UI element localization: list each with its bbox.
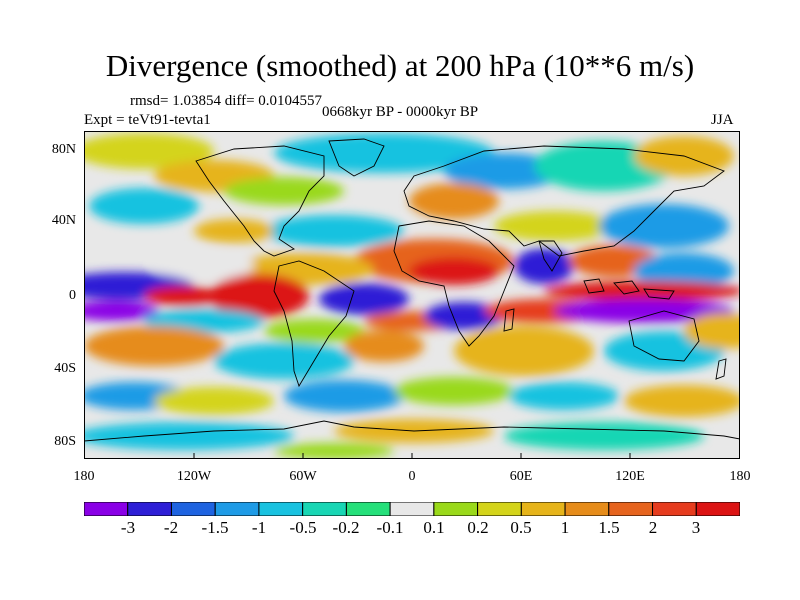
lon-label-120e: 120E xyxy=(615,469,645,484)
colorbar-swatch xyxy=(127,502,172,516)
colorbar-swatch xyxy=(170,502,216,516)
experiment-label: Expt = teVt91-tevta1 xyxy=(84,112,211,128)
plot-title: Divergence (smoothed) at 200 hPa (10**6 … xyxy=(105,48,695,83)
india-outline xyxy=(538,240,563,272)
colorbar-swatch xyxy=(477,502,522,516)
lon-label-60w: 60W xyxy=(289,469,317,484)
new-zealand-outline xyxy=(715,358,727,380)
colorbar-swatch xyxy=(389,502,435,516)
madagascar-outline xyxy=(503,308,515,332)
lon-label-60e: 60E xyxy=(509,469,533,484)
colorbar xyxy=(84,502,740,516)
colorbar-label: -1 xyxy=(251,518,267,537)
colorbar-label: -0.1 xyxy=(376,518,404,537)
rmsd-diff-stats: rmsd= 1.03854 diff= 0.0104557 xyxy=(130,93,323,109)
lon-label-0: 0 xyxy=(408,469,416,484)
colorbar-swatch xyxy=(564,502,610,516)
colorbar-swatch xyxy=(433,502,479,516)
colorbar-swatch xyxy=(652,502,697,516)
south-america-outline xyxy=(273,260,355,388)
north-america-outline xyxy=(195,145,325,257)
continent-outlines xyxy=(84,138,740,442)
lat-label-40n: 40N xyxy=(51,213,76,228)
colorbar-swatch xyxy=(608,502,654,516)
colorbar-swatch xyxy=(695,502,740,516)
colorbar-label: -2 xyxy=(163,518,179,537)
lat-label-80s: 80S xyxy=(54,434,76,449)
colorbar-label: 1 xyxy=(560,518,570,537)
colorbar-label: 0.5 xyxy=(510,518,532,537)
australia-outline xyxy=(628,310,700,362)
lat-label-40s: 40S xyxy=(54,361,76,376)
axis-ticks xyxy=(193,453,631,459)
colorbar-label: -0.2 xyxy=(332,518,360,537)
divergence-map xyxy=(84,131,740,459)
africa-outline xyxy=(393,220,515,347)
colorbar-label: 0.1 xyxy=(423,518,445,537)
eurasia-outline xyxy=(403,145,725,257)
lon-label-180w: 180 xyxy=(73,469,95,484)
season-label: JJA xyxy=(711,112,734,128)
lon-label-120w: 120W xyxy=(176,469,212,484)
period-label: 0668kyr BP - 0000kyr BP xyxy=(322,104,479,120)
antarctica-outline xyxy=(84,420,740,442)
colorbar-label: 0.2 xyxy=(467,518,489,537)
colorbar-label: 2 xyxy=(648,518,658,537)
colorbar-swatch xyxy=(258,502,304,516)
divergence-field xyxy=(84,133,740,459)
colorbar-label: -3 xyxy=(120,518,136,537)
colorbar-label: -0.5 xyxy=(289,518,317,537)
colorbar-swatch xyxy=(302,502,347,516)
greenland-outline xyxy=(328,138,385,177)
lon-label-180e: 180 xyxy=(729,469,751,484)
colorbar-label: 1.5 xyxy=(598,518,620,537)
colorbar-swatch xyxy=(520,502,566,516)
colorbar-swatch xyxy=(345,502,391,516)
colorbar-label: 3 xyxy=(691,518,701,537)
lat-label-80n: 80N xyxy=(51,142,76,157)
colorbar-label: -1.5 xyxy=(201,518,229,537)
colorbar-swatch xyxy=(214,502,260,516)
lat-label-eq: 0 xyxy=(69,288,76,303)
maritime-continent-outline xyxy=(583,278,675,300)
colorbar-swatch xyxy=(84,502,129,516)
